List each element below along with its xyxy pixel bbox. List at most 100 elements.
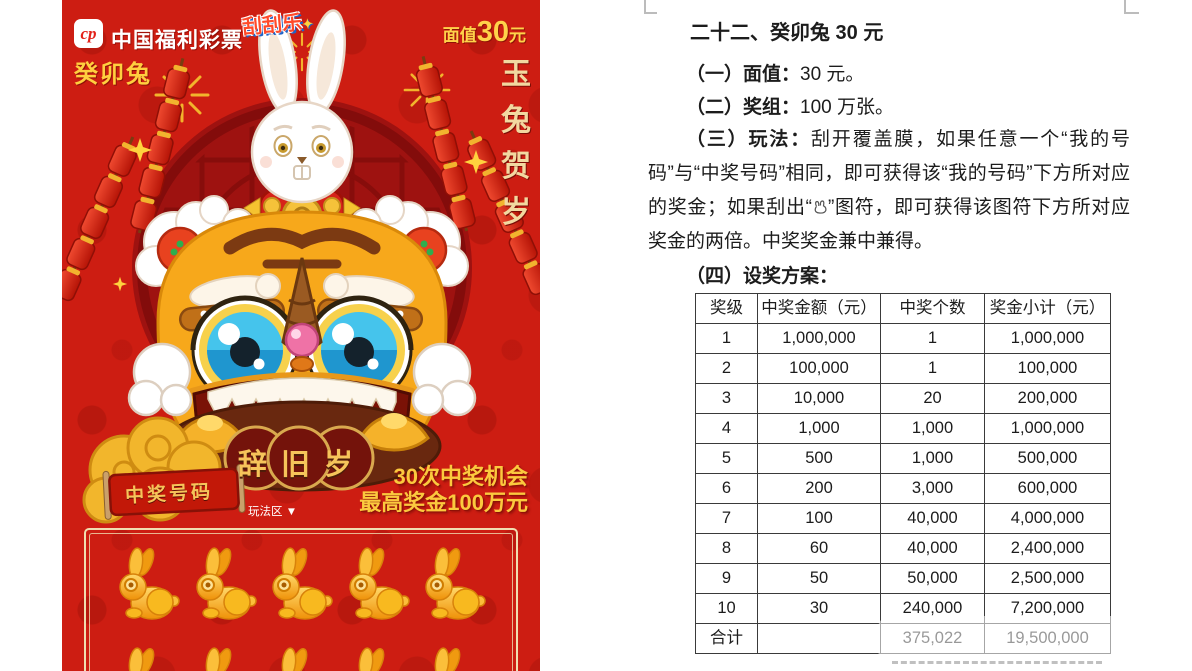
table-row: 9 50 50,000 2,500,000	[695, 563, 1111, 594]
table-cell: 10	[695, 593, 758, 624]
face-value-prefix: 面值	[442, 26, 477, 45]
gold-rabbit-icon	[119, 547, 180, 620]
ticket-illustration	[62, 9, 540, 524]
rule-item-face-value: （一）面值：30 元。	[686, 59, 864, 86]
scratch-play-area	[84, 528, 518, 671]
table-cell: 500	[757, 443, 881, 474]
table-cell: 500,000	[984, 443, 1111, 474]
table-cell: 20	[880, 383, 985, 414]
table-cell: 40,000	[880, 533, 985, 564]
rule-item-prize-plan: （四）设奖方案：	[686, 261, 838, 288]
rule-item-prize-group: （二）奖组：100 万张。	[686, 92, 894, 119]
table-header-cell: 中奖个数	[880, 293, 985, 324]
face-value-unit: 元	[509, 26, 526, 45]
rules-document: 二十二、癸卯兔 30 元 （一）面值：30 元。 （二）奖组：100 万张。 （…	[540, 0, 1192, 671]
ticket-header: cp 中国福利彩票 刮刮乐✦ 癸卯兔 面值30元	[62, 0, 540, 100]
gold-rabbit-icon	[425, 647, 486, 671]
table-cell: 2	[695, 353, 758, 384]
table-row: 5 500 1,000 500,000	[695, 443, 1111, 474]
table-cell: 40,000	[880, 503, 985, 534]
scratch-brand-text: 刮刮乐	[241, 11, 304, 40]
brand-name: 中国福利彩票	[111, 29, 243, 52]
watermark-overlay	[878, 616, 1134, 662]
table-cell: 10,000	[757, 383, 881, 414]
promo-line2: 最高奖金100万元	[359, 490, 528, 515]
winning-numbers-label: 中奖号码	[124, 481, 214, 508]
table-cell: 2,500,000	[984, 563, 1111, 594]
gold-rabbit-icon	[272, 647, 333, 671]
section-title: 二十二、癸卯兔 30 元	[690, 22, 884, 44]
table-header-cell: 奖级	[695, 293, 758, 324]
rule-label: （一）面值：	[686, 64, 801, 85]
promo-text: 30次中奖机会 最高奖金100万元	[359, 464, 528, 516]
table-cell: 3	[695, 383, 758, 414]
table-cell: 100	[757, 503, 881, 534]
trim-mark-right	[1124, 0, 1139, 14]
table-header-cell: 奖金小计（元）	[984, 293, 1111, 324]
rule-text: 100 万张。	[800, 97, 894, 118]
gold-rabbit-icon	[348, 647, 410, 671]
table-cell: 8	[695, 533, 758, 564]
play-area-label: 玩法区 ▼	[248, 506, 298, 518]
table-cell: 7	[695, 503, 758, 534]
gold-rabbit-icon	[348, 547, 410, 620]
face-value-amount: 30	[476, 16, 509, 48]
table-cell: 1,000,000	[757, 323, 881, 354]
rule-text-before-icon: 刮开覆盖膜，如果任意一个“我的号码”与“中奖号码”相同，即可获得该“我的号码”下…	[648, 129, 1130, 218]
promo-line1: 30次中奖机会	[393, 464, 528, 489]
table-row: 8 60 40,000 2,400,000	[695, 533, 1111, 564]
prize-table-body: 1 1,000,000 1 1,000,000 2 100,000 1 100,000 3 10,…	[695, 323, 1111, 654]
rule-label: （四）设奖方案：	[686, 266, 839, 287]
table-cell: 1,000	[880, 443, 985, 474]
scratch-brand-logo: 刮刮乐✦	[241, 5, 314, 40]
table-cell: 1	[880, 353, 985, 384]
rabbit-symbols-row	[90, 547, 512, 625]
china-welfare-lottery-logo-icon: cp	[74, 19, 103, 48]
table-row: 6 200 3,000 600,000	[695, 473, 1111, 504]
table-cell: 1,000	[880, 413, 985, 444]
table-cell: 6	[695, 473, 758, 504]
table-cell: 4,000,000	[984, 503, 1111, 534]
table-cell: 200,000	[984, 383, 1111, 414]
table-row: 1 1,000,000 1 1,000,000	[695, 323, 1111, 354]
watermark-dash	[892, 661, 1102, 664]
gold-rabbit-icon	[425, 547, 486, 620]
table-cell: 100,000	[984, 353, 1111, 384]
vertical-slogan: 玉兔贺岁	[501, 58, 531, 229]
table-cell: 50,000	[880, 563, 985, 594]
rabbit-symbol-icon	[814, 200, 827, 214]
scratch-play-area-border	[89, 533, 513, 671]
table-cell: 1,000	[757, 413, 881, 444]
rule-item-how-to-play: （三）玩法：刮开覆盖膜，如果任意一个“我的号码”与“中奖号码”相同，即可获得该“…	[648, 123, 1130, 259]
table-cell: 1	[880, 323, 985, 354]
table-cell: 9	[695, 563, 758, 594]
gold-rabbit-icon	[272, 547, 333, 620]
rabbit-symbols-row	[90, 647, 512, 671]
rule-label: （三）玩法：	[686, 129, 812, 150]
table-cell: 600,000	[984, 473, 1111, 504]
rule-text: 30 元。	[800, 64, 865, 85]
sparkle-icon: ✦	[301, 15, 314, 32]
table-cell: 200	[757, 473, 881, 504]
gold-rabbit-icon	[119, 647, 180, 671]
face-value: 面值30元	[443, 16, 526, 49]
lottery-ticket: cp 中国福利彩票 刮刮乐✦ 癸卯兔 面值30元 玉兔贺岁 辞旧岁 中奖号码 玩…	[62, 0, 540, 671]
rule-label: （二）奖组：	[686, 97, 801, 118]
table-row: 7 100 40,000 4,000,000	[695, 503, 1111, 534]
series-label: 癸卯兔	[74, 61, 152, 88]
trim-mark-left	[644, 0, 657, 14]
table-cell: 100,000	[757, 353, 881, 384]
table-cell: 50	[757, 563, 881, 594]
table-cell: 4	[695, 413, 758, 444]
down-arrow-icon: ▼	[285, 506, 298, 518]
table-header-cell: 中奖金额（元）	[757, 293, 881, 324]
table-cell: 1,000,000	[984, 323, 1111, 354]
table-cell: 1,000,000	[984, 413, 1111, 444]
table-cell: 5	[695, 443, 758, 474]
rule-text-after-icon: ”图符，即可获得该图符下方所对应奖金的两倍。中奖奖金兼中兼得。	[648, 197, 1131, 252]
farewell-banner-text: 辞旧岁	[238, 449, 368, 481]
table-cell: 1	[695, 323, 758, 354]
table-cell: 合计	[695, 623, 758, 654]
table-cell: 60	[757, 533, 881, 564]
